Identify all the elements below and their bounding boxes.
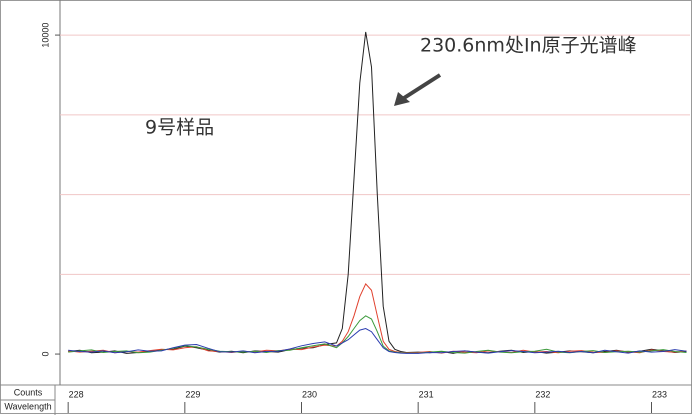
plot: 0 10000 228 229 230 231 232 233 xyxy=(40,23,690,413)
series-line xyxy=(68,283,687,354)
y-axis-label: Counts xyxy=(14,387,43,397)
x-tick-label: 228 xyxy=(69,389,84,399)
series-line xyxy=(68,327,687,354)
x-tick-label: 232 xyxy=(535,389,550,399)
series-line xyxy=(68,315,687,354)
arrow-head xyxy=(394,92,410,106)
y-tick-label: 10000 xyxy=(40,23,50,48)
series-line xyxy=(68,31,687,354)
annotation: 230.6nm处In原子光谱峰 xyxy=(420,35,637,57)
y-tick-label: 0 xyxy=(40,352,50,357)
annotation: 9号样品 xyxy=(145,117,214,139)
x-tick-label: 233 xyxy=(652,389,667,399)
x-tick-label: 229 xyxy=(185,389,200,399)
x-tick-label: 230 xyxy=(302,389,317,399)
arrow-shaft xyxy=(402,73,442,100)
x-tick-label: 231 xyxy=(419,389,434,399)
x-axis-label: Wavelength xyxy=(4,401,51,411)
